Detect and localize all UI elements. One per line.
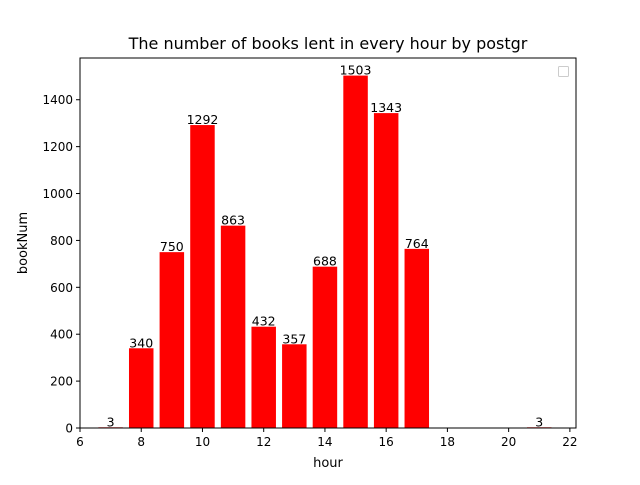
bar-value-label: 688: [313, 254, 337, 269]
bar: [251, 326, 276, 428]
bar: [190, 125, 215, 428]
x-tick-label: 14: [317, 435, 332, 449]
bar: [373, 113, 399, 428]
bar-value-label: 1343: [370, 100, 402, 115]
y-tick-label: 200: [50, 375, 73, 389]
bar-labels-group: 3 340 750 1292 863 432 357 688 1503 1343 764 3: [107, 63, 544, 430]
bar: [128, 348, 154, 428]
x-tick-label: 10: [195, 435, 210, 449]
bar-value-label: 1292: [187, 112, 219, 127]
bar: [312, 266, 338, 428]
x-axis-label: hour: [313, 456, 343, 471]
bar-value-label: 764: [405, 236, 429, 251]
y-axis-label: bookNum: [16, 212, 31, 274]
x-tick-label: 12: [256, 435, 271, 449]
y-axis-ticks: 0 200 400 600 800 1000 1200 1400: [42, 93, 80, 436]
bars-group: [98, 75, 552, 428]
bar: [404, 248, 430, 428]
plot-frame: [79, 57, 577, 429]
bar: [159, 252, 185, 428]
x-tick-label: 22: [562, 435, 577, 449]
y-tick-label: 1200: [42, 140, 73, 154]
x-tick-label: 20: [501, 435, 516, 449]
x-tick-label: 8: [137, 435, 145, 449]
bar-value-label: 340: [129, 335, 153, 350]
x-tick-label: 6: [76, 435, 84, 449]
y-tick-label: 1400: [42, 93, 73, 107]
y-tick-label: 400: [50, 328, 73, 342]
bar-value-label: 3: [535, 414, 543, 429]
y-tick-label: 1000: [42, 187, 73, 201]
x-axis-ticks: 6 8 10 12 14 16 18 20 22: [76, 428, 578, 449]
bar-value-label: 3: [107, 414, 115, 429]
bar-value-label: 1503: [340, 63, 372, 78]
bar-value-label: 863: [221, 213, 245, 228]
bar: [343, 75, 368, 428]
x-tick-label: 18: [440, 435, 455, 449]
legend-box: [558, 66, 569, 77]
y-tick-label: 0: [65, 422, 73, 436]
y-tick-label: 800: [50, 234, 73, 248]
bar: [220, 225, 246, 428]
bar-value-label: 432: [252, 314, 276, 329]
y-tick-label: 600: [50, 281, 73, 295]
bar-value-label: 750: [160, 239, 184, 254]
chart-title: The number of books lent in every hour b…: [128, 34, 528, 53]
x-tick-label: 16: [379, 435, 394, 449]
bar: [282, 344, 307, 428]
bar-value-label: 357: [282, 331, 306, 346]
